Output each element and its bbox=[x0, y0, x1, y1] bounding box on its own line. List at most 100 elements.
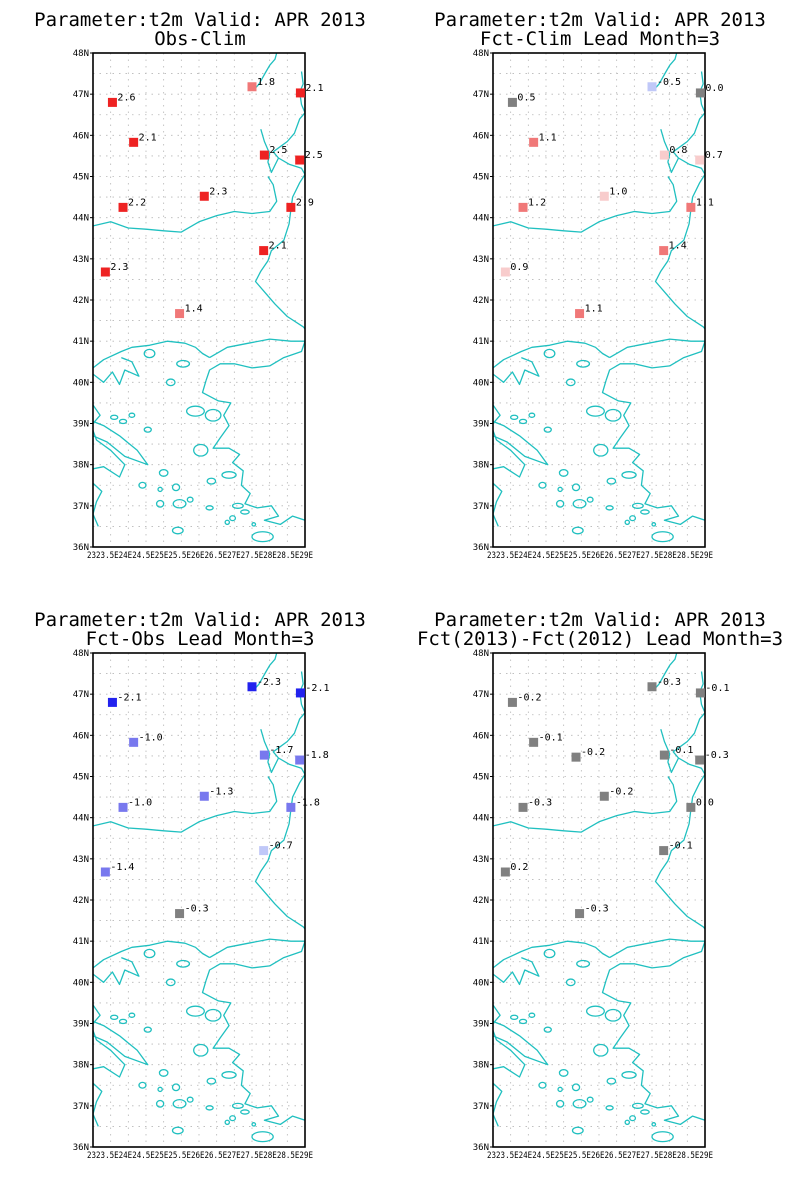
station-value-label: -2.1 bbox=[117, 692, 141, 703]
coastline bbox=[654, 671, 705, 930]
coastline bbox=[253, 53, 278, 91]
island bbox=[229, 1115, 237, 1122]
lat-tick-label: 40N bbox=[73, 978, 89, 988]
station-value-label: -2.3 bbox=[257, 677, 281, 688]
station-value-label: -2.1 bbox=[305, 683, 329, 694]
lat-tick-label: 39N bbox=[73, 420, 89, 430]
lat-tick-label: 44N bbox=[473, 814, 489, 824]
station-value-label: -1.8 bbox=[296, 797, 320, 808]
station-value-label: 1.8 bbox=[257, 77, 275, 88]
station-marker bbox=[295, 155, 305, 165]
island bbox=[558, 1068, 569, 1077]
coastline bbox=[93, 940, 210, 969]
lat-tick-label: 40N bbox=[73, 378, 89, 388]
station-marker bbox=[571, 752, 581, 762]
station-value-label: -1.0 bbox=[128, 797, 152, 808]
island bbox=[158, 468, 169, 477]
coastline bbox=[93, 1020, 149, 1066]
island bbox=[221, 471, 237, 479]
island bbox=[143, 348, 156, 359]
lat-tick-label: 45N bbox=[473, 173, 489, 183]
island bbox=[224, 519, 231, 526]
island bbox=[604, 1008, 622, 1022]
panel-subtitle: Fct-Obs Lead Month=3 bbox=[86, 628, 315, 650]
lat-tick-label: 42N bbox=[73, 296, 89, 306]
island bbox=[185, 1005, 205, 1017]
station-marker bbox=[695, 755, 705, 765]
lat-tick-label: 42N bbox=[473, 896, 489, 906]
coastline bbox=[253, 653, 278, 691]
island bbox=[128, 1012, 136, 1018]
station-marker bbox=[259, 846, 269, 856]
island bbox=[138, 1081, 147, 1089]
station-marker bbox=[647, 82, 657, 92]
coastline bbox=[601, 380, 705, 526]
station-value-label: 2.5 bbox=[305, 150, 323, 161]
island bbox=[621, 471, 637, 479]
island bbox=[510, 1014, 519, 1021]
station-value-label: -0.5 bbox=[657, 77, 681, 88]
coastline bbox=[493, 420, 549, 466]
island bbox=[651, 531, 674, 543]
station-marker bbox=[247, 82, 257, 92]
coastline bbox=[254, 71, 305, 330]
lat-tick-label: 46N bbox=[73, 131, 89, 141]
lat-tick-label: 48N bbox=[73, 49, 89, 59]
station-value-label: 1.1 bbox=[585, 304, 603, 315]
island bbox=[518, 418, 528, 425]
island bbox=[640, 1109, 650, 1115]
island bbox=[118, 418, 128, 425]
coastline bbox=[205, 938, 305, 981]
coastline bbox=[493, 404, 526, 478]
island bbox=[172, 1099, 187, 1109]
lat-tick-label: 43N bbox=[73, 855, 89, 865]
station-marker bbox=[599, 191, 609, 201]
island bbox=[205, 1105, 214, 1111]
station-marker bbox=[199, 191, 209, 201]
island bbox=[565, 378, 576, 387]
island bbox=[176, 359, 191, 368]
coastline bbox=[201, 980, 305, 1126]
coastline bbox=[93, 956, 140, 986]
lat-tick-label: 37N bbox=[73, 502, 89, 512]
island bbox=[155, 1099, 165, 1108]
coastline bbox=[493, 776, 678, 833]
island bbox=[651, 1122, 657, 1127]
coastline bbox=[493, 1020, 549, 1066]
station-marker bbox=[129, 137, 139, 147]
station-marker bbox=[529, 737, 539, 747]
island bbox=[128, 412, 136, 418]
station-value-label: 0.0 bbox=[705, 83, 723, 94]
panel-title: Parameter:t2m Valid: APR 2013 bbox=[34, 609, 366, 631]
island bbox=[585, 405, 605, 417]
station-marker bbox=[659, 150, 669, 160]
station-marker bbox=[107, 697, 117, 707]
station-value-label: -0.2 bbox=[517, 692, 541, 703]
coastline bbox=[93, 482, 103, 527]
station-value-label: -0.1 bbox=[705, 683, 729, 694]
lat-tick-label: 41N bbox=[473, 337, 489, 347]
lat-tick-label: 40N bbox=[473, 978, 489, 988]
island bbox=[204, 1008, 222, 1022]
station-marker bbox=[175, 309, 185, 319]
island bbox=[206, 1077, 217, 1085]
station-marker bbox=[295, 755, 305, 765]
island bbox=[528, 412, 536, 418]
island bbox=[518, 1018, 528, 1025]
island bbox=[205, 505, 214, 511]
station-marker bbox=[100, 267, 110, 277]
station-marker bbox=[295, 688, 305, 698]
station-marker bbox=[647, 682, 657, 692]
station-value-label: 2.1 bbox=[269, 241, 287, 252]
island bbox=[629, 515, 637, 522]
island bbox=[171, 483, 181, 492]
lat-tick-label: 42N bbox=[73, 896, 89, 906]
lat-tick-label: 37N bbox=[473, 502, 489, 512]
lat-tick-label: 43N bbox=[73, 255, 89, 265]
coastline bbox=[493, 940, 610, 969]
coastline bbox=[93, 776, 278, 833]
island bbox=[586, 1096, 594, 1103]
panel-subtitle: Obs-Clim bbox=[154, 28, 246, 50]
station-value-label: 0.5 bbox=[517, 92, 535, 103]
